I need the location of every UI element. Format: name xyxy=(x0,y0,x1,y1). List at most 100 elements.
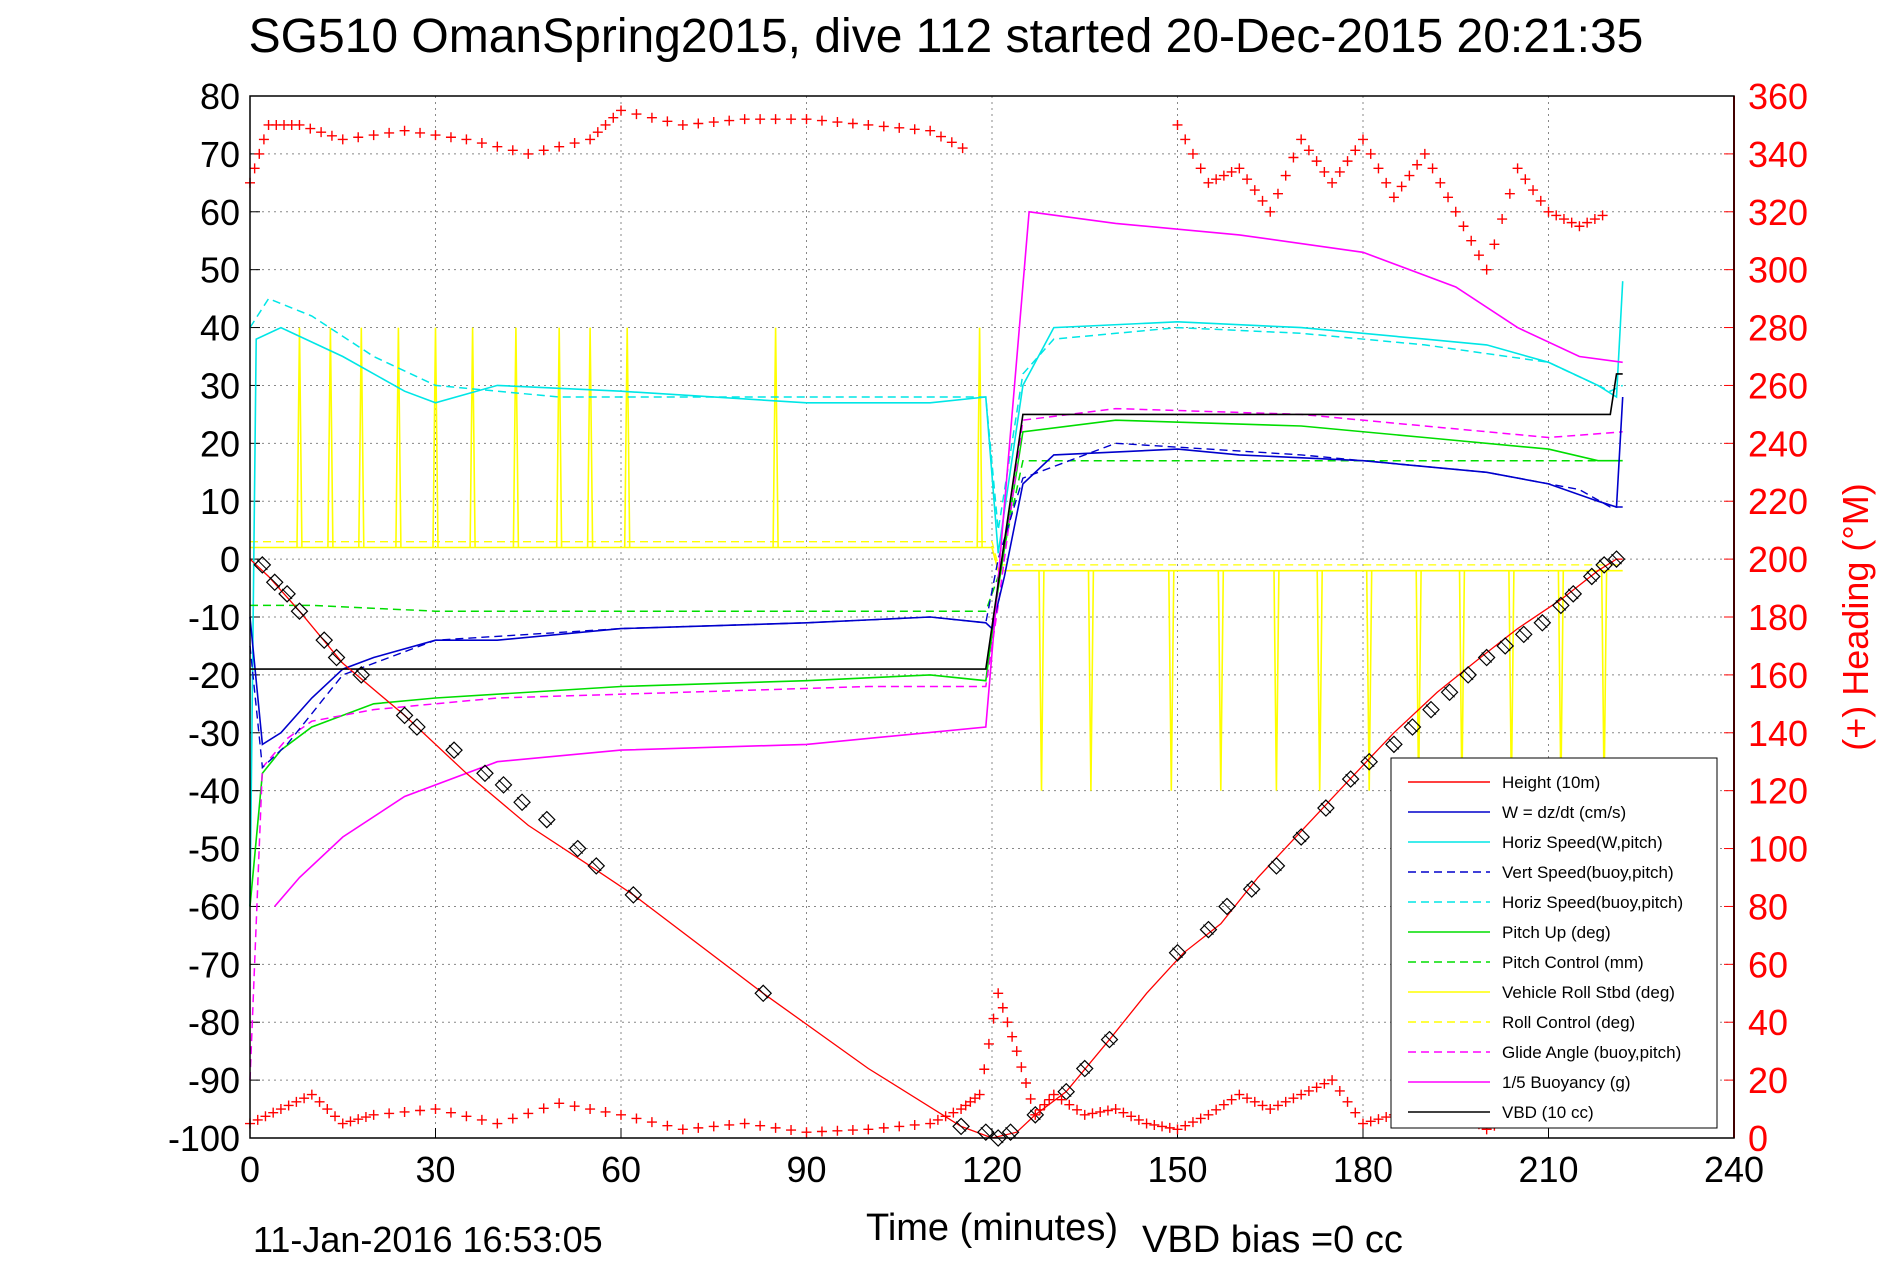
heading-marker xyxy=(345,1116,356,1127)
height-marker xyxy=(624,886,643,904)
height-marker-cross xyxy=(1295,831,1307,843)
heading-marker xyxy=(1218,170,1229,181)
x-axis-label: Time (minutes) xyxy=(866,1207,1118,1249)
y-right-tick-label: 80 xyxy=(1748,886,1788,927)
heading-marker xyxy=(1164,1122,1175,1133)
heading-marker xyxy=(1234,1089,1245,1100)
y-tick-label: -40 xyxy=(188,771,240,812)
height-marker xyxy=(494,776,513,794)
height-marker-cross xyxy=(479,767,491,779)
heading-marker xyxy=(1311,156,1322,167)
heading-marker xyxy=(816,115,827,126)
heading-marker xyxy=(1311,1082,1322,1093)
height-marker xyxy=(290,602,309,621)
y-right-tick-label: 340 xyxy=(1748,134,1808,175)
y-right-tick-label: 20 xyxy=(1748,1060,1788,1101)
y-right-tick-label: 280 xyxy=(1748,308,1808,349)
heading-marker xyxy=(592,127,603,138)
height-marker xyxy=(976,1123,995,1142)
buoyancy-series-line xyxy=(274,210,1623,907)
legend-label: Horiz Speed(W,pitch) xyxy=(1502,833,1663,852)
height-marker xyxy=(587,857,606,875)
heading-marker xyxy=(1011,1046,1022,1057)
heading-marker xyxy=(314,1096,325,1107)
heading-marker xyxy=(693,1122,704,1133)
heading-marker xyxy=(1350,1107,1361,1118)
heading-marker xyxy=(1535,195,1546,206)
heading-marker xyxy=(1419,148,1430,159)
horiz-speed-w-series-line xyxy=(249,281,1624,907)
heading-marker xyxy=(1002,1017,1013,1028)
heading-marker xyxy=(1187,148,1198,159)
heading-marker xyxy=(739,114,750,125)
legend: Height (10m) W = dz/dt (cm/s) Horiz Speed(… xyxy=(1390,757,1718,1129)
heading-marker xyxy=(932,1114,943,1125)
height-marker xyxy=(1341,770,1360,788)
height-marker-cross xyxy=(1481,652,1493,663)
heading-marker xyxy=(631,109,642,120)
y-tick-label: 80 xyxy=(200,76,240,117)
roll-spike xyxy=(1168,570,1175,791)
roll-spike xyxy=(327,327,334,548)
heading-marker xyxy=(1303,1085,1314,1096)
height-marker xyxy=(1514,625,1533,644)
height-marker xyxy=(1496,637,1515,655)
heading-marker xyxy=(283,1100,294,1111)
footer-timestamp: 11-Jan-2016 16:53:05 xyxy=(253,1219,603,1260)
roll-spike xyxy=(1217,570,1225,791)
heading-marker xyxy=(1056,1094,1067,1105)
plot-frame xyxy=(249,95,1735,1139)
legend-label: Pitch Control (mm) xyxy=(1502,953,1644,972)
heading-marker xyxy=(1211,174,1222,185)
heading-marker xyxy=(1157,1121,1168,1132)
heading-marker xyxy=(935,131,946,142)
height-marker-cross xyxy=(980,1126,992,1138)
y-right-tick-label: 0 xyxy=(1748,1118,1768,1159)
height-marker-cross xyxy=(541,814,553,825)
legend-label: Roll Control (deg) xyxy=(1502,1013,1635,1032)
heading-marker xyxy=(708,117,719,128)
height-marker xyxy=(1403,718,1422,736)
chart-title: SG510 OmanSpring2015, dive 112 started 2… xyxy=(249,10,1644,63)
heading-marker xyxy=(275,1104,286,1115)
heading-marker xyxy=(940,1111,951,1122)
heading-marker xyxy=(445,132,456,143)
heading-marker xyxy=(786,114,797,125)
heading-marker xyxy=(1381,1112,1392,1123)
roll-spike xyxy=(976,327,983,548)
heading-marker xyxy=(294,119,305,130)
height-marker-cross xyxy=(269,576,281,588)
x-tick-label: 60 xyxy=(601,1149,641,1190)
heading-marker xyxy=(585,134,596,145)
heading-marker xyxy=(1520,174,1531,185)
heading-marker xyxy=(847,118,858,129)
heading-marker xyxy=(979,1064,990,1075)
heading-marker xyxy=(1342,156,1353,167)
height-marker xyxy=(537,810,556,829)
heading-marker xyxy=(1473,250,1484,261)
height-marker-cross xyxy=(411,721,423,733)
heading-marker xyxy=(1327,177,1338,188)
heading-marker xyxy=(770,114,781,125)
heading-marker xyxy=(1180,1120,1191,1131)
height-marker xyxy=(1459,666,1477,684)
height-marker-cross xyxy=(318,634,330,646)
height-marker-cross xyxy=(1586,571,1598,582)
height-marker-cross xyxy=(399,710,410,721)
heading-marker xyxy=(1048,1089,1059,1100)
x-tick-label: 180 xyxy=(1333,1149,1393,1190)
heading-marker xyxy=(569,138,580,149)
roll-spike xyxy=(1273,570,1280,791)
y-right-tick-label: 220 xyxy=(1748,481,1808,522)
heading-marker xyxy=(461,134,472,145)
heading-marker xyxy=(631,1113,642,1124)
height-marker xyxy=(1199,920,1218,939)
pitch-series-line xyxy=(249,419,1623,907)
heading-marker xyxy=(946,137,957,148)
heading-marker xyxy=(430,130,441,141)
heading-marker xyxy=(1489,239,1500,250)
y-right-tick-label: 240 xyxy=(1748,423,1808,464)
heading-marker xyxy=(353,132,364,143)
height-marker-cross xyxy=(1462,669,1474,681)
roll-spike xyxy=(623,327,631,548)
